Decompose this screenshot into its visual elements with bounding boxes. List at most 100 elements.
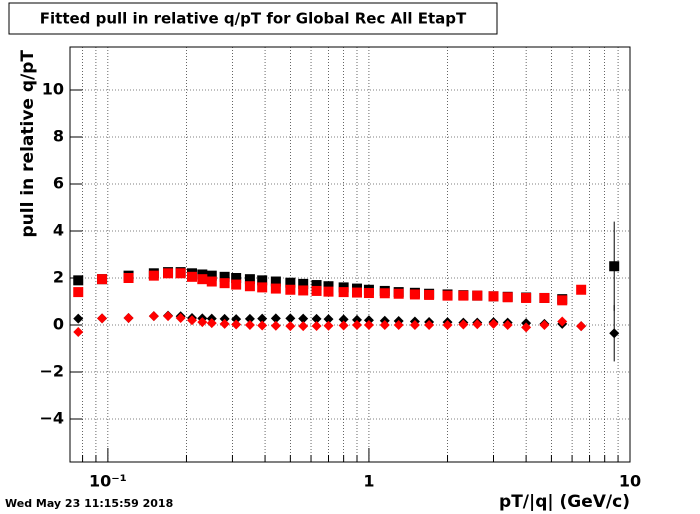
square-marker bbox=[73, 287, 84, 298]
diamond-marker bbox=[197, 317, 208, 328]
square-marker bbox=[298, 278, 309, 289]
x-axis-label: pT/|q| (GeV/c) bbox=[499, 492, 630, 512]
diamond-marker bbox=[123, 312, 134, 323]
diamond-marker bbox=[270, 313, 281, 324]
square-marker bbox=[244, 281, 255, 292]
y-tick-label: −2 bbox=[39, 361, 64, 380]
square-marker bbox=[379, 288, 390, 299]
square-marker bbox=[285, 284, 296, 295]
diamond-marker bbox=[502, 319, 513, 330]
diamond-marker bbox=[244, 313, 255, 324]
diamond-marker bbox=[219, 318, 230, 329]
square-marker bbox=[323, 281, 334, 292]
diamond-marker bbox=[351, 314, 362, 325]
diamond-marker bbox=[458, 319, 469, 330]
diamond-marker bbox=[285, 321, 296, 332]
square-marker bbox=[472, 290, 483, 301]
diamond-marker bbox=[576, 321, 587, 332]
diamond-marker bbox=[73, 313, 84, 324]
diamond-marker bbox=[257, 320, 268, 331]
diamond-marker bbox=[257, 313, 268, 324]
diamond-marker bbox=[206, 318, 217, 329]
diamond-marker bbox=[442, 319, 453, 330]
diamond-marker bbox=[311, 313, 322, 324]
diamond-marker bbox=[424, 319, 435, 330]
square-marker bbox=[458, 290, 469, 301]
diamond-marker bbox=[298, 321, 309, 332]
diamond-marker bbox=[175, 312, 186, 323]
square-marker bbox=[409, 289, 420, 300]
title-box bbox=[8, 2, 498, 35]
square-marker bbox=[270, 283, 281, 294]
square-marker bbox=[186, 271, 197, 282]
diamond-marker bbox=[186, 315, 197, 326]
square-marker bbox=[557, 295, 568, 306]
y-tick-label: 2 bbox=[53, 267, 64, 286]
diamond-marker bbox=[472, 319, 483, 330]
diamond-marker bbox=[244, 319, 255, 330]
square-marker bbox=[502, 292, 513, 303]
square-marker bbox=[609, 261, 620, 272]
square-marker bbox=[257, 275, 268, 286]
diamond-marker bbox=[148, 311, 159, 322]
diamond-marker bbox=[270, 320, 281, 331]
square-marker bbox=[97, 274, 108, 285]
square-marker bbox=[231, 272, 242, 283]
square-marker bbox=[206, 270, 217, 281]
square-marker bbox=[257, 282, 268, 293]
diamond-marker bbox=[311, 320, 322, 331]
diamond-marker bbox=[338, 314, 349, 325]
diamond-marker bbox=[97, 313, 108, 324]
square-marker bbox=[298, 285, 309, 296]
y-tick-label: 0 bbox=[53, 314, 64, 333]
diamond-marker bbox=[163, 311, 174, 322]
diamond-marker bbox=[488, 318, 499, 329]
diamond-marker bbox=[323, 320, 334, 331]
diamond-marker bbox=[298, 313, 309, 324]
square-marker bbox=[539, 292, 550, 303]
square-marker bbox=[244, 274, 255, 285]
diamond-marker bbox=[285, 313, 296, 324]
square-marker bbox=[175, 268, 186, 279]
x-tick-label: 10 bbox=[619, 472, 641, 491]
y-tick-label: −4 bbox=[39, 408, 64, 427]
square-marker bbox=[73, 275, 84, 286]
square-marker bbox=[393, 288, 404, 299]
chart-title: Fitted pull in relative q/pT for Global … bbox=[40, 10, 467, 28]
y-axis-label: pull in relative q/pT bbox=[18, 50, 38, 238]
diamond-marker bbox=[557, 316, 568, 327]
diamond-marker bbox=[231, 314, 242, 325]
square-marker bbox=[338, 287, 349, 298]
y-tick-label: 6 bbox=[53, 174, 64, 193]
diamond-marker bbox=[363, 319, 374, 330]
diamond-marker bbox=[521, 322, 532, 333]
y-tick-label: 4 bbox=[53, 221, 64, 240]
diamond-marker bbox=[351, 319, 362, 330]
square-marker bbox=[206, 276, 217, 287]
diamond-marker bbox=[409, 319, 420, 330]
diamond-marker bbox=[73, 327, 84, 338]
square-marker bbox=[197, 274, 208, 285]
diamond-marker bbox=[338, 320, 349, 331]
square-marker bbox=[311, 280, 322, 291]
square-marker bbox=[285, 277, 296, 288]
square-marker bbox=[576, 284, 587, 295]
x-tick-label: 10⁻¹ bbox=[89, 472, 127, 491]
square-marker bbox=[270, 276, 281, 287]
y-tick-label: 8 bbox=[53, 127, 64, 146]
square-marker bbox=[231, 279, 242, 290]
square-marker bbox=[123, 272, 134, 283]
diamond-marker bbox=[231, 319, 242, 330]
square-marker bbox=[311, 285, 322, 296]
x-tick-label: 1 bbox=[363, 472, 374, 491]
diamond-marker bbox=[609, 328, 620, 339]
square-marker bbox=[442, 290, 453, 301]
square-marker bbox=[351, 287, 362, 298]
y-tick-label: 10 bbox=[42, 80, 64, 99]
diamond-marker bbox=[539, 319, 550, 330]
diamond-marker bbox=[323, 314, 334, 325]
square-marker bbox=[424, 289, 435, 300]
square-marker bbox=[323, 286, 334, 297]
